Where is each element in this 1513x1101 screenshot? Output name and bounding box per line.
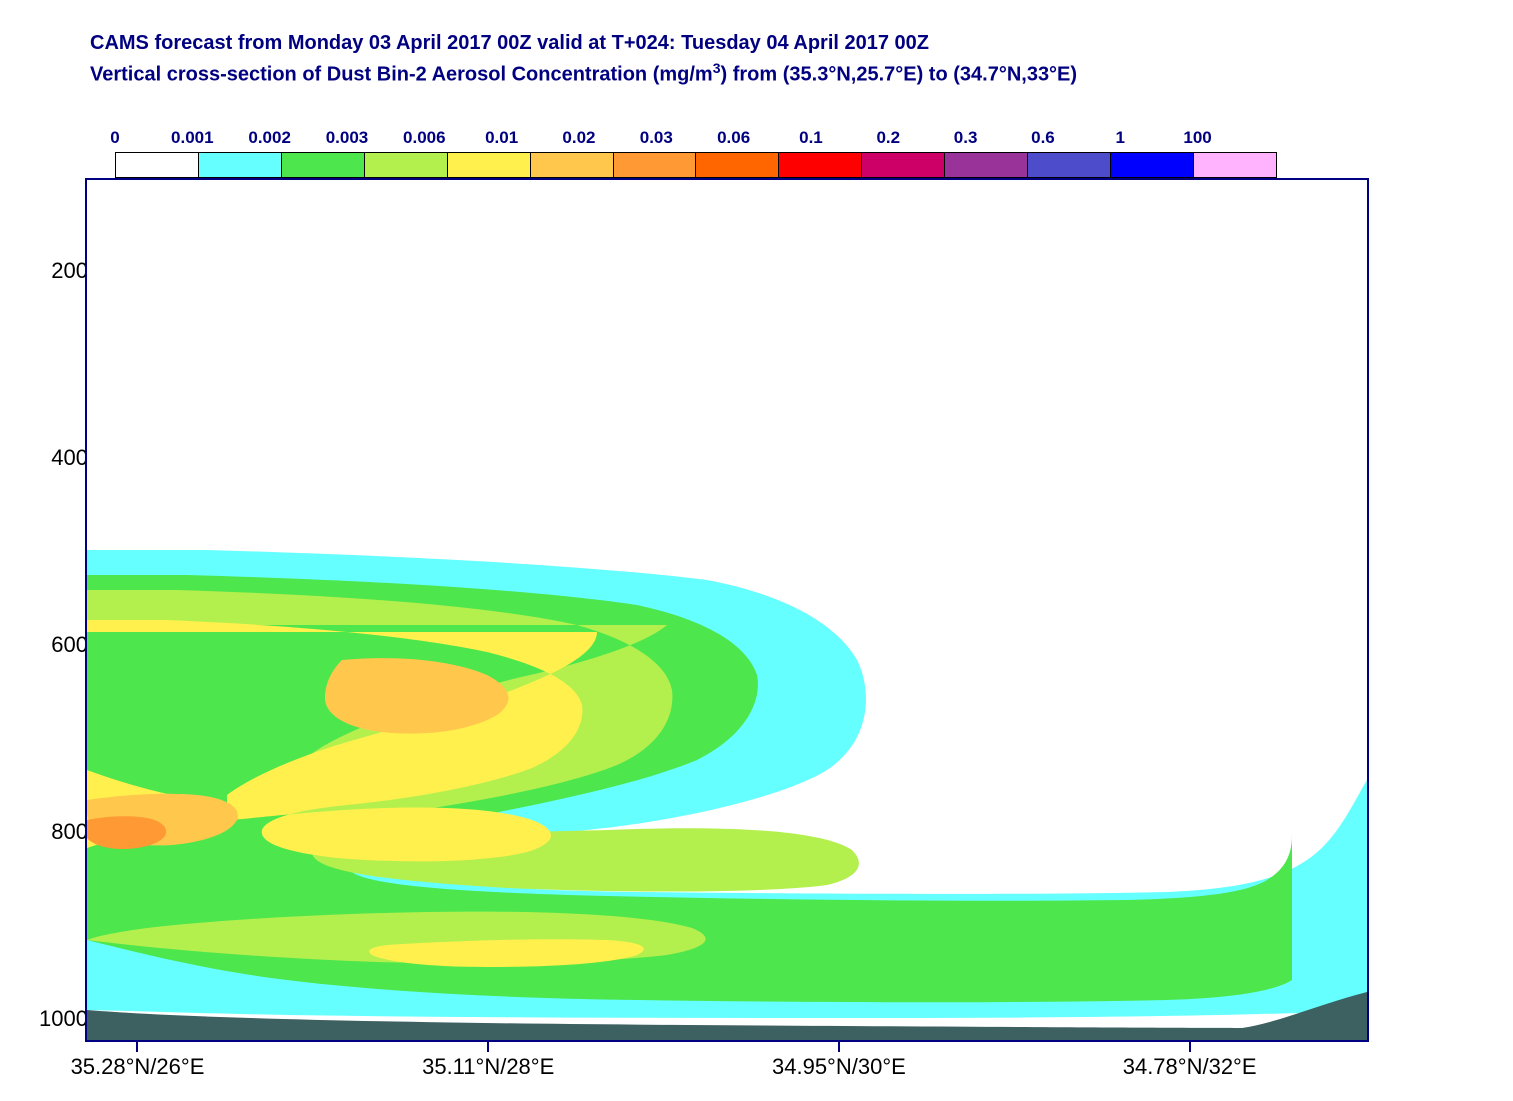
colorbar-label: 0.3 xyxy=(927,128,1004,148)
colorbar-swatches xyxy=(115,152,1277,178)
title-line-2: Vertical cross-section of Dust Bin-2 Aer… xyxy=(90,58,1077,90)
x-tick-mark xyxy=(838,1042,840,1052)
colorbar-label: 0.02 xyxy=(540,128,617,148)
colorbar-swatch xyxy=(365,153,448,177)
x-tick-mark xyxy=(136,1042,138,1052)
colorbar-swatch xyxy=(116,153,199,177)
colorbar-swatch xyxy=(1028,153,1111,177)
colorbar-swatch xyxy=(1194,153,1276,177)
colorbar-swatch xyxy=(448,153,531,177)
colorbar-swatch xyxy=(614,153,697,177)
colorbar-swatch xyxy=(199,153,282,177)
colorbar-label: 0.001 xyxy=(154,128,231,148)
colorbar: 00.0010.0020.0030.0060.010.020.030.060.1… xyxy=(115,128,1275,178)
x-tick-label: 34.95°N/30°E xyxy=(772,1054,906,1080)
colorbar-label: 1 xyxy=(1082,128,1159,148)
y-tick-label: 1000 xyxy=(28,1006,88,1032)
colorbar-swatch xyxy=(696,153,779,177)
y-tick-label: 400 xyxy=(28,445,88,471)
colorbar-label: 0 xyxy=(76,128,153,148)
y-tick-label: 800 xyxy=(28,819,88,845)
cross-section-plot xyxy=(87,180,1367,1040)
title-line-1: CAMS forecast from Monday 03 April 2017 … xyxy=(90,28,1077,58)
colorbar-swatch xyxy=(531,153,614,177)
colorbar-label: 0.002 xyxy=(231,128,308,148)
colorbar-label: 0.2 xyxy=(850,128,927,148)
plot-area xyxy=(85,178,1369,1042)
colorbar-label: 0.006 xyxy=(386,128,463,148)
colorbar-label: 0.003 xyxy=(308,128,385,148)
x-axis-ticks: 35.28°N/26°E35.11°N/28°E34.95°N/30°E34.7… xyxy=(85,1042,1365,1092)
colorbar-label: 0.6 xyxy=(1004,128,1081,148)
colorbar-label: 0.01 xyxy=(463,128,540,148)
colorbar-swatch xyxy=(779,153,862,177)
colorbar-swatch xyxy=(1111,153,1194,177)
chart-title-block: CAMS forecast from Monday 03 April 2017 … xyxy=(90,28,1077,90)
x-tick-mark xyxy=(487,1042,489,1052)
x-tick-label: 34.78°N/32°E xyxy=(1123,1054,1257,1080)
x-tick-mark xyxy=(1189,1042,1191,1052)
colorbar-label: 0.03 xyxy=(618,128,695,148)
colorbar-swatch xyxy=(862,153,945,177)
colorbar-label: 0.1 xyxy=(772,128,849,148)
colorbar-label: 100 xyxy=(1159,128,1236,148)
y-axis-ticks: 200 400 600 800 1000 xyxy=(28,178,88,1038)
colorbar-labels: 00.0010.0020.0030.0060.010.020.030.060.1… xyxy=(115,128,1275,148)
y-tick-label: 200 xyxy=(28,258,88,284)
colorbar-swatch xyxy=(282,153,365,177)
x-tick-label: 35.28°N/26°E xyxy=(71,1054,205,1080)
colorbar-label: 0.06 xyxy=(695,128,772,148)
y-tick-label: 600 xyxy=(28,632,88,658)
colorbar-swatch xyxy=(945,153,1028,177)
x-tick-label: 35.11°N/28°E xyxy=(422,1054,554,1080)
